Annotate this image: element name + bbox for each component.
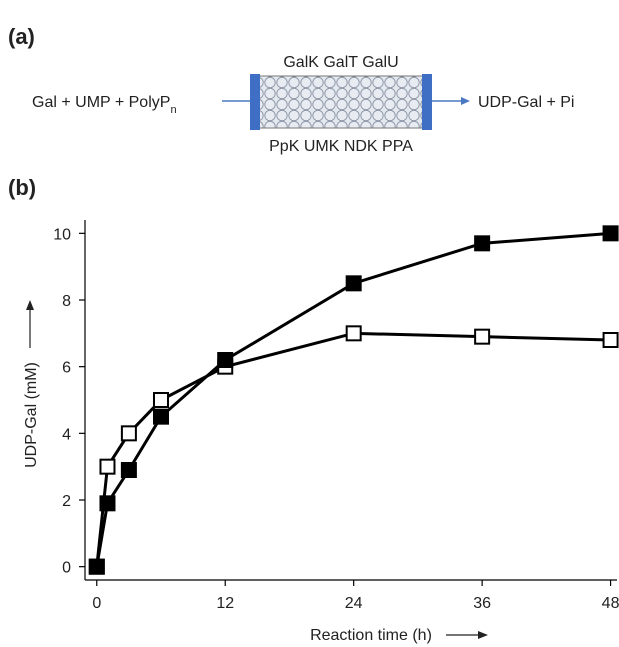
bottom-enzymes: PpK UMK NDK PPA [269,138,413,155]
reactor-cap [250,74,260,130]
x-tick-label: 0 [92,595,101,612]
inputs-text: Gal + UMP + PolyP [32,94,170,111]
y-tick-label: 2 [62,493,71,510]
x-tick-label: 48 [602,595,619,612]
arrow-head [461,97,470,105]
data-point [153,392,169,408]
data-point [345,275,362,292]
data-point [99,458,116,475]
inputs: Gal + UMP + PolyPn [32,94,177,116]
y-tick-label: 6 [62,360,71,377]
x-tick-label: 24 [345,595,363,612]
data-point [120,462,137,478]
data-point [602,332,619,348]
y-tick-label: 4 [62,426,71,443]
data-point [99,495,116,512]
data-point [474,235,491,252]
panel-label: (a) [8,24,35,49]
data-point [217,352,234,368]
data-point [88,558,105,575]
reactor [257,75,425,129]
data-point [474,328,491,345]
y-tick-label: 8 [62,293,71,310]
y-tick-label: 10 [53,226,71,243]
panel-label: (b) [8,175,36,200]
x-tick-label: 12 [216,595,234,612]
data-point [345,325,362,342]
data-point [120,425,137,442]
reactor-cap [422,74,432,130]
y-tick-label: 0 [62,560,71,577]
x-axis-label: Reaction time (h) [310,627,432,644]
data-point [153,408,169,425]
inputs-subscript: n [170,104,176,116]
axis-arrow-head [26,300,34,310]
y-axis-label: UDP-Gal (mM) [23,362,40,468]
x-tick-label: 36 [473,595,491,612]
axis-arrow-head [478,631,488,639]
data-point [602,225,619,242]
series-line [95,331,611,567]
outputs: UDP-Gal + Pi [478,94,574,111]
top-enzymes: GalK GalT GalU [283,54,398,71]
